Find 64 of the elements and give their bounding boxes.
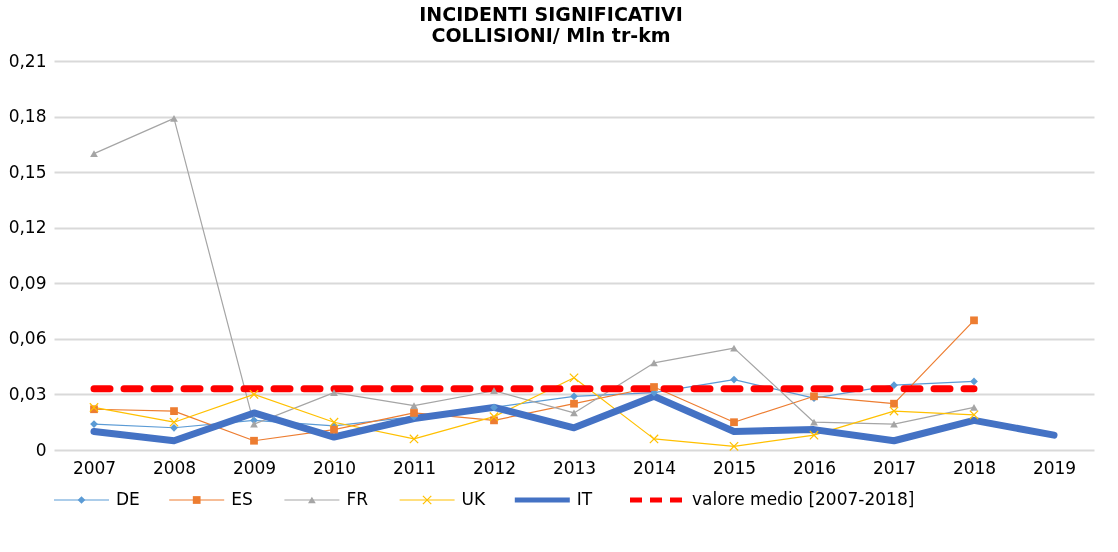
legend-label: ES [231, 489, 253, 509]
point [170, 423, 178, 432]
y-tick-label: 0,18 [8, 106, 47, 127]
y-tick-label: 0,09 [8, 272, 47, 293]
y-tick-label: 0,21 [8, 50, 47, 71]
y-tick-label: 0,03 [8, 383, 47, 404]
x-tick-label: 2013 [552, 457, 597, 478]
point [170, 115, 178, 122]
x-tick-label: 2016 [792, 457, 837, 478]
x-tick-label: 2014 [632, 457, 677, 478]
point [970, 316, 978, 325]
point [809, 430, 819, 440]
point [330, 389, 338, 396]
point [650, 383, 658, 391]
point [970, 377, 978, 386]
point [169, 417, 179, 427]
point [970, 404, 978, 411]
point [730, 418, 738, 427]
x-tick-label: 2011 [392, 457, 437, 478]
y-tick-label: 0 [35, 439, 47, 460]
legend-label: FR [346, 489, 369, 509]
point [889, 406, 899, 416]
x-tick-label: 2009 [232, 457, 277, 478]
y-tick-label: 0,06 [8, 328, 47, 349]
point [410, 402, 418, 409]
point [90, 150, 98, 157]
x-tick-label: 2007 [72, 457, 117, 478]
point [570, 392, 578, 401]
point [729, 441, 739, 452]
legend-label: IT [576, 489, 593, 509]
y-tick-label: 0,12 [8, 217, 47, 238]
legend-label: UK [461, 489, 487, 509]
point [249, 389, 259, 400]
point [570, 399, 578, 408]
x-tick-label: 2010 [312, 457, 357, 478]
legend-label: valore medio [2007-2018] [692, 489, 915, 509]
x-tick-label: 2018 [952, 457, 997, 478]
point [890, 399, 898, 408]
point [250, 436, 258, 445]
point [330, 425, 338, 434]
point [650, 359, 658, 367]
point [490, 387, 498, 395]
x-tick-label: 2015 [712, 457, 757, 478]
point [489, 411, 499, 422]
point [410, 409, 418, 417]
point [569, 372, 579, 383]
point [810, 418, 818, 426]
chart-subtitle: COLLISIONI/ Mln tr-km [431, 24, 671, 46]
x-tick-label: 2017 [872, 457, 917, 478]
point [570, 409, 578, 417]
point [409, 434, 419, 444]
x-tick-label: 2019 [1032, 457, 1077, 478]
legend-label: DE [116, 489, 140, 509]
point [170, 407, 178, 415]
point [890, 381, 898, 390]
point [969, 410, 979, 420]
x-tick-label: 2012 [472, 457, 517, 478]
point [730, 375, 738, 384]
chart-title: INCIDENTI SIGNIFICATIVI [419, 3, 683, 25]
point [490, 403, 498, 412]
point [329, 417, 339, 427]
point [649, 434, 659, 444]
x-tick-label: 2008 [152, 457, 197, 478]
y-tick-label: 0,15 [8, 161, 47, 182]
